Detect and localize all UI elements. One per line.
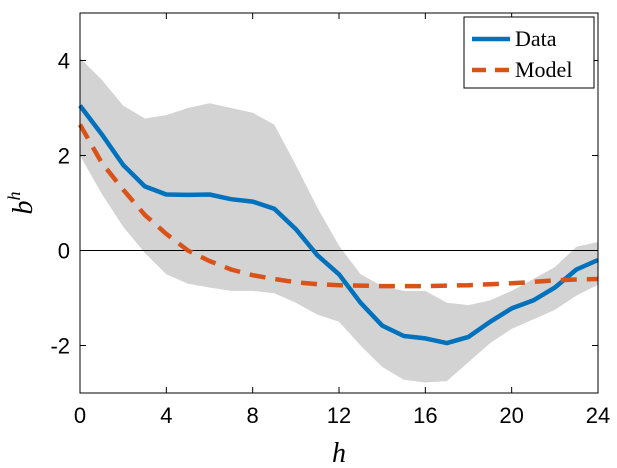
- series-layer: [78, 104, 599, 346]
- x-tick-label: 8: [247, 403, 259, 428]
- x-tick-label: 24: [586, 403, 610, 428]
- confidence-band: [80, 58, 598, 383]
- confidence-band-layer: [80, 58, 598, 383]
- x-tick-label: 20: [499, 403, 523, 428]
- legend-label-data: Data: [515, 26, 557, 51]
- y-axis-label: bh: [4, 192, 39, 215]
- series-line-data: [78, 104, 599, 346]
- y-axis-label-superscript: h: [4, 192, 24, 201]
- x-tick-label: 12: [327, 403, 351, 428]
- series-line-model: [78, 123, 599, 289]
- x-axis-label: h: [332, 438, 346, 468]
- y-tick-label: -2: [50, 334, 70, 359]
- x-tick-label: 4: [160, 403, 172, 428]
- legend-label-model: Model: [515, 57, 572, 82]
- legend-box: [463, 16, 595, 89]
- y-tick-label: 4: [58, 49, 70, 74]
- legend: Data Model: [463, 16, 595, 89]
- y-tick-label: 0: [58, 239, 70, 264]
- x-tick-label: 0: [74, 403, 86, 428]
- x-tick-label: 16: [413, 403, 437, 428]
- y-tick-label: 2: [58, 144, 70, 169]
- y-axis-label-base: b: [8, 201, 39, 215]
